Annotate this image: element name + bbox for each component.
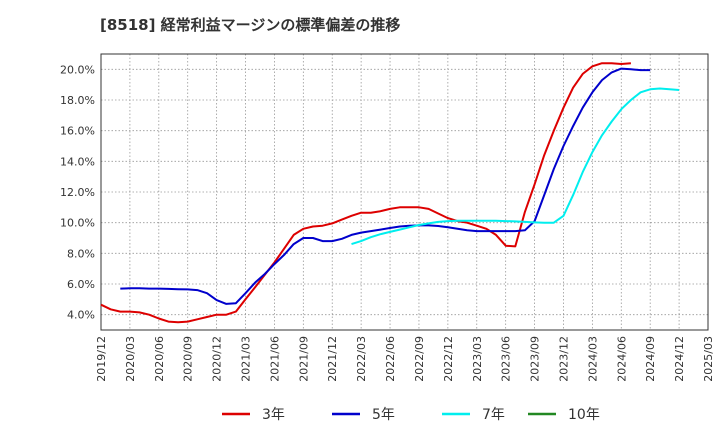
x-tick-label: 2021/12	[326, 336, 339, 382]
y-tick-label: 16.0%	[60, 125, 95, 138]
series-line-0	[100, 62, 631, 324]
x-tick-label: 2020/12	[211, 336, 224, 382]
chart-title: [8518] 経常利益マージンの標準偏差の推移	[100, 16, 401, 34]
x-tick-label: 2020/06	[153, 336, 166, 382]
x-tick-label: 2023/12	[557, 336, 570, 382]
plot-area	[100, 53, 709, 331]
legend-label: 3年	[262, 407, 285, 423]
legend-label: 5年	[372, 407, 395, 423]
y-tick-label: 8.0%	[67, 247, 95, 260]
legend: 3年 5年 7年 10年	[222, 407, 600, 423]
y-tick-label: 14.0%	[60, 155, 95, 168]
y-tick-label: 20.0%	[60, 63, 95, 76]
x-tick-label: 2023/09	[529, 336, 542, 382]
y-tick-label: 18.0%	[60, 94, 95, 107]
x-tick-label: 2022/12	[442, 336, 455, 382]
x-tick-label: 2024/09	[644, 336, 657, 382]
x-tick-label: 2024/12	[673, 336, 686, 382]
x-tick-label: 2021/06	[268, 336, 281, 382]
x-tick-label: 2024/06	[615, 336, 628, 382]
gridlines	[101, 54, 708, 330]
x-tick-label: 2020/03	[124, 336, 137, 382]
x-tick-label: 2024/03	[586, 336, 599, 382]
x-tick-label: 2019/12	[95, 336, 108, 382]
x-tick-label: 2022/09	[413, 336, 426, 382]
legend-label: 7年	[482, 407, 505, 423]
series-lines	[100, 62, 680, 324]
series-line-1	[120, 67, 651, 305]
x-tick-label: 2023/03	[471, 336, 484, 382]
x-tick-label: 2020/09	[182, 336, 195, 382]
x-tick-label: 2022/03	[355, 336, 368, 382]
x-tick-label: 2022/06	[384, 336, 397, 382]
y-tick-label: 12.0%	[60, 186, 95, 199]
series-line-2	[351, 87, 680, 246]
y-axis: 4.0% 6.0% 8.0% 10.0% 12.0% 14.0% 16.0% 18.0% 20.…	[60, 63, 95, 321]
y-tick-label: 6.0%	[67, 278, 95, 291]
x-axis: 2019/12 2020/03 2020/06 2020/09 2020/12 2021/…	[95, 336, 715, 382]
y-tick-label: 10.0%	[60, 217, 95, 230]
x-tick-label: 2025/03	[702, 336, 715, 382]
x-tick-label: 2021/03	[240, 336, 253, 382]
x-tick-label: 2023/06	[500, 336, 513, 382]
legend-label: 10年	[568, 407, 600, 423]
x-tick-label: 2021/09	[297, 336, 310, 382]
y-tick-label: 4.0%	[67, 309, 95, 322]
